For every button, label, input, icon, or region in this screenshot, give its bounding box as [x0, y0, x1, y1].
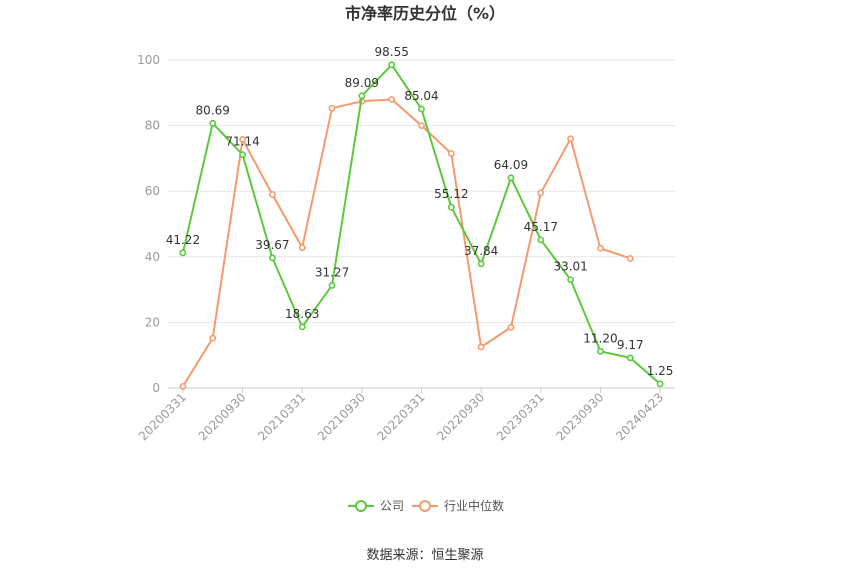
data-point [388, 95, 396, 103]
legend-label-company: 公司 [380, 499, 404, 513]
data-point [447, 203, 455, 211]
data-label: 11.20 [583, 331, 617, 345]
data-point [358, 92, 366, 100]
data-label: 41.22 [166, 233, 200, 247]
data-point [597, 347, 604, 355]
x-tick-label: 20210930 [315, 390, 368, 443]
data-point [656, 380, 664, 388]
series-0 [179, 61, 664, 388]
data-point [597, 244, 604, 252]
y-tick-label: 0 [152, 381, 160, 395]
data-point [179, 382, 187, 390]
data-point [567, 276, 575, 284]
data-point [447, 150, 455, 157]
data-point [209, 119, 217, 127]
data-point [298, 323, 306, 331]
series-layer [179, 61, 664, 390]
y-tick-label: 80 [145, 119, 160, 133]
x-tick-label: 20200331 [136, 390, 189, 443]
data-label: 85.04 [404, 89, 438, 103]
x-tick-label: 20230930 [553, 390, 606, 443]
y-tick-label: 100 [137, 53, 160, 67]
y-tick-label: 60 [145, 184, 160, 198]
x-axis: 20200331 20200930 20210331 20210930 20220331… [136, 388, 666, 443]
data-point [567, 135, 575, 143]
data-point [537, 189, 545, 197]
data-label: 45.17 [524, 220, 558, 234]
data-label: 55.12 [434, 187, 468, 201]
legend-item-company[interactable]: 公司 [348, 499, 404, 513]
legend-item-industry-median[interactable]: 行业中位数 [412, 498, 504, 513]
x-tick-label: 20210331 [255, 390, 308, 443]
data-point [388, 61, 396, 69]
data-label: 37.84 [464, 244, 498, 258]
data-point [418, 105, 425, 113]
data-point [507, 174, 515, 182]
data-point [239, 151, 246, 159]
y-axis: 0 20 40 60 80 100 [137, 53, 160, 395]
x-tick-label: 20220930 [434, 390, 487, 443]
data-source: 数据来源：恒生聚源 [366, 548, 483, 563]
legend-marker-icon [419, 500, 431, 512]
data-point [298, 244, 306, 252]
data-point [268, 191, 276, 198]
legend[interactable]: 公司 行业中位数 [348, 498, 504, 513]
data-point [507, 323, 515, 331]
data-label: 18.63 [285, 307, 319, 321]
data-point [418, 122, 425, 129]
legend-marker-icon [355, 500, 367, 512]
data-label: 64.09 [494, 158, 528, 172]
data-point [537, 236, 545, 244]
data-labels: 41.22 80.69 71.14 39.67 18.63 31.27 89.09 98.55… [166, 45, 674, 378]
series-1 [179, 95, 634, 390]
x-tick-label: 20200930 [196, 390, 249, 443]
data-label: 9.17 [617, 338, 644, 352]
data-point [268, 254, 276, 262]
data-point [209, 334, 217, 342]
data-point [626, 255, 634, 262]
data-point [477, 260, 485, 268]
data-label: 71.14 [225, 135, 259, 149]
series-line [182, 98, 631, 387]
x-tick-label: 20220331 [375, 390, 428, 443]
data-label: 1.25 [647, 364, 674, 378]
data-label: 31.27 [315, 265, 349, 279]
data-point [477, 343, 485, 351]
x-tick-label: 20230331 [494, 390, 547, 443]
y-tick-label: 40 [145, 250, 160, 264]
data-point [626, 354, 634, 362]
data-point [328, 104, 336, 112]
data-label: 89.09 [345, 76, 379, 90]
chart-title: 市净率历史分位（%） [345, 4, 505, 23]
data-label: 98.55 [374, 45, 408, 59]
data-label: 33.01 [553, 260, 587, 274]
data-point [179, 249, 187, 257]
data-label: 39.67 [255, 238, 289, 252]
data-point [328, 282, 336, 289]
y-tick-label: 20 [145, 315, 160, 329]
x-tick-label: 20240423 [613, 390, 666, 443]
data-point [239, 135, 246, 143]
data-label: 80.69 [196, 103, 230, 117]
legend-label-industry-median: 行业中位数 [444, 498, 504, 513]
